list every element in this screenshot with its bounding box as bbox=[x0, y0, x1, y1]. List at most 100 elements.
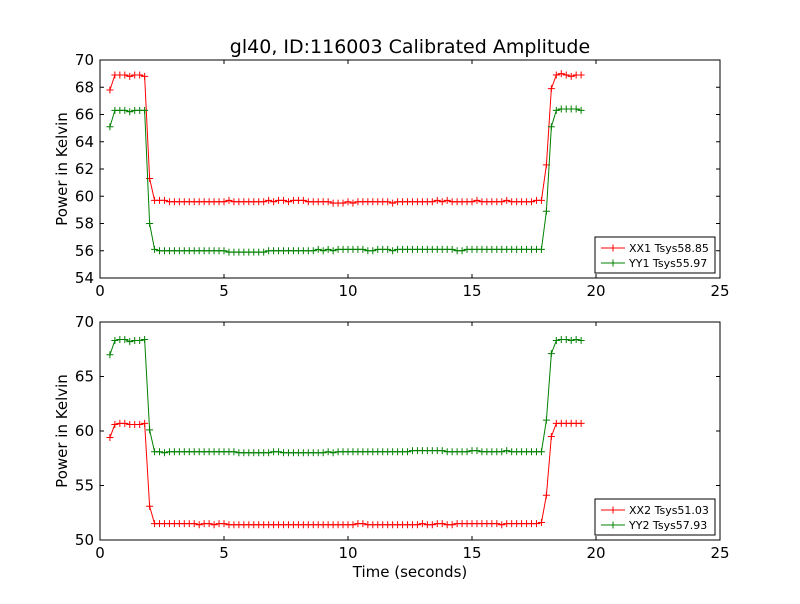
data-point bbox=[349, 199, 357, 207]
data-point bbox=[567, 72, 575, 80]
y-tick-label: 60 bbox=[75, 187, 94, 205]
data-point bbox=[106, 123, 114, 131]
data-point bbox=[359, 520, 367, 528]
data-point bbox=[136, 71, 144, 79]
data-point bbox=[146, 220, 154, 227]
data-point bbox=[577, 419, 585, 427]
legend-label: XX2 Tsys51.03 bbox=[629, 504, 709, 517]
data-point bbox=[324, 448, 332, 456]
data-point bbox=[220, 520, 228, 528]
y-axis-label: Power in Kelvin bbox=[53, 374, 71, 488]
data-point bbox=[280, 196, 288, 204]
data-point bbox=[225, 196, 233, 204]
data-point bbox=[468, 198, 476, 206]
data-point bbox=[314, 245, 322, 253]
legend: XX1 Tsys58.85 YY1 Tsys55.97 bbox=[594, 236, 716, 274]
data-point bbox=[577, 71, 585, 79]
data-point bbox=[126, 72, 134, 80]
legend-item: YY2 Tsys57.93 bbox=[601, 519, 707, 532]
data-point bbox=[106, 86, 114, 94]
series-2 bbox=[106, 335, 585, 457]
legend-marker bbox=[609, 506, 617, 514]
data-point bbox=[448, 521, 456, 529]
data-point bbox=[136, 420, 144, 428]
data-point bbox=[299, 196, 307, 204]
data-point bbox=[503, 196, 511, 204]
data-point bbox=[498, 521, 506, 529]
legend-item: XX2 Tsys51.03 bbox=[601, 504, 709, 517]
x-axis-label: Time (seconds) bbox=[352, 563, 468, 581]
y-tick-label: 68 bbox=[75, 78, 94, 96]
data-point bbox=[404, 448, 412, 456]
legend-label: XX1 Tsys58.85 bbox=[629, 242, 709, 255]
data-point bbox=[577, 337, 585, 345]
series-2 bbox=[106, 105, 585, 256]
y-tick-label: 60 bbox=[75, 422, 94, 440]
y-tick-label: 54 bbox=[75, 269, 94, 287]
data-point bbox=[141, 106, 149, 114]
data-point bbox=[344, 198, 352, 206]
data-point bbox=[537, 245, 545, 253]
x-tick-label: 10 bbox=[338, 544, 357, 562]
data-point bbox=[384, 198, 392, 206]
data-point bbox=[369, 247, 377, 255]
data-point bbox=[151, 245, 159, 253]
data-point bbox=[205, 520, 213, 528]
y-tick-label: 58 bbox=[75, 215, 94, 233]
data-point bbox=[537, 196, 545, 204]
x-tick-label: 5 bbox=[219, 544, 229, 562]
data-point bbox=[537, 519, 545, 527]
data-point bbox=[438, 198, 446, 206]
data-point bbox=[542, 207, 550, 215]
data-point bbox=[389, 199, 397, 207]
data-point bbox=[121, 106, 129, 114]
data-point bbox=[141, 335, 149, 343]
data-point bbox=[542, 491, 550, 499]
data-point bbox=[329, 449, 337, 457]
x-tick-label: 0 bbox=[95, 544, 105, 562]
legend-marker bbox=[609, 244, 617, 252]
data-point bbox=[160, 449, 168, 457]
data-point bbox=[111, 420, 119, 428]
x-tick-label: 0 bbox=[95, 282, 105, 300]
data-point bbox=[319, 449, 327, 457]
data-point bbox=[572, 105, 580, 113]
data-point bbox=[552, 337, 560, 345]
panel-1: 0 5 10 15 20 25 54 56 58 60 62 64 66 68 70 Power in Kel… bbox=[53, 51, 730, 300]
data-point bbox=[547, 350, 555, 358]
x-tick-label: 25 bbox=[710, 282, 729, 300]
data-point bbox=[230, 448, 238, 456]
data-point bbox=[413, 521, 421, 529]
legend: XX2 Tsys51.03 YY2 Tsys57.93 bbox=[594, 498, 716, 536]
data-point bbox=[498, 198, 506, 206]
data-point bbox=[195, 521, 203, 529]
data-point bbox=[473, 196, 481, 204]
data-point bbox=[473, 447, 481, 455]
data-point bbox=[528, 198, 536, 206]
legend-marker bbox=[609, 521, 617, 529]
series-1 bbox=[106, 419, 585, 529]
data-point bbox=[309, 247, 317, 255]
data-point bbox=[265, 449, 273, 457]
data-point bbox=[547, 123, 555, 131]
data-point bbox=[136, 337, 144, 345]
data-point bbox=[463, 448, 471, 456]
x-tick-label: 10 bbox=[338, 282, 357, 300]
legend-label: YY1 Tsys55.97 bbox=[628, 257, 707, 270]
data-point bbox=[359, 245, 367, 253]
legend-marker bbox=[609, 259, 617, 267]
data-point bbox=[562, 71, 570, 79]
data-point bbox=[210, 521, 218, 529]
x-tick-label: 20 bbox=[586, 544, 605, 562]
data-point bbox=[557, 70, 565, 78]
data-point bbox=[111, 337, 119, 345]
data-point bbox=[552, 106, 560, 114]
data-point bbox=[260, 248, 268, 256]
data-point bbox=[220, 198, 228, 206]
data-point bbox=[106, 434, 114, 442]
chart-title: gl40, ID:116003 Calibrated Amplitude bbox=[230, 36, 590, 58]
y-tick-label: 70 bbox=[75, 51, 94, 69]
data-point bbox=[542, 416, 550, 424]
